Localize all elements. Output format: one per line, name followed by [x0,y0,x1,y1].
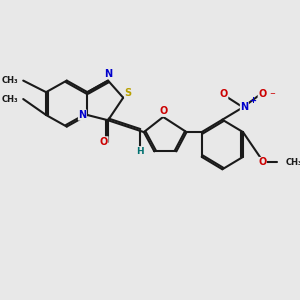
Text: O: O [258,158,266,167]
Text: O: O [220,88,228,98]
Text: S: S [124,88,132,98]
Text: +: + [249,96,256,105]
Text: N: N [78,110,86,120]
Text: CH₃: CH₃ [285,158,300,167]
Text: H: H [136,147,143,156]
Text: O: O [258,88,266,98]
Text: O: O [159,106,167,116]
Text: ⁻: ⁻ [269,91,275,101]
Text: CH₃: CH₃ [2,94,18,103]
Text: CH₃: CH₃ [2,76,18,85]
Text: O: O [100,137,108,147]
Text: N: N [240,102,248,112]
Text: N: N [104,69,112,79]
